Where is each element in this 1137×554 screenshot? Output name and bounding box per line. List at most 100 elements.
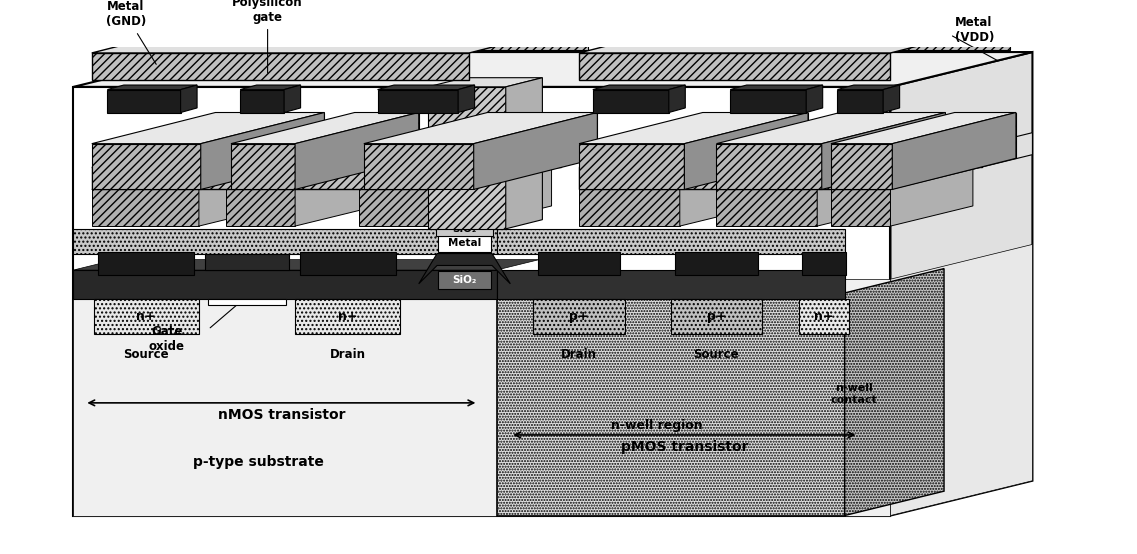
Polygon shape bbox=[716, 170, 899, 189]
Polygon shape bbox=[364, 112, 597, 143]
Polygon shape bbox=[497, 293, 845, 516]
Polygon shape bbox=[181, 85, 197, 112]
Polygon shape bbox=[818, 170, 899, 226]
Polygon shape bbox=[231, 112, 418, 143]
Polygon shape bbox=[538, 252, 621, 275]
Polygon shape bbox=[955, 112, 1016, 158]
Text: pMOS transistor: pMOS transistor bbox=[621, 440, 748, 454]
Polygon shape bbox=[579, 112, 808, 143]
Polygon shape bbox=[458, 85, 474, 112]
Polygon shape bbox=[92, 112, 324, 143]
Text: Drain: Drain bbox=[561, 348, 597, 361]
Polygon shape bbox=[497, 270, 845, 299]
Polygon shape bbox=[74, 279, 890, 516]
Polygon shape bbox=[837, 85, 899, 90]
Polygon shape bbox=[806, 85, 823, 112]
Polygon shape bbox=[703, 112, 808, 158]
Polygon shape bbox=[74, 229, 497, 254]
Polygon shape bbox=[579, 145, 982, 167]
Polygon shape bbox=[822, 112, 946, 189]
Text: n+: n+ bbox=[338, 310, 357, 324]
Polygon shape bbox=[296, 170, 377, 226]
Polygon shape bbox=[284, 85, 300, 112]
Polygon shape bbox=[730, 85, 823, 90]
Polygon shape bbox=[802, 252, 846, 275]
Polygon shape bbox=[92, 167, 470, 189]
Polygon shape bbox=[74, 52, 1032, 87]
Polygon shape bbox=[506, 78, 542, 229]
Polygon shape bbox=[418, 254, 511, 284]
Polygon shape bbox=[831, 189, 890, 226]
Polygon shape bbox=[300, 252, 396, 275]
Polygon shape bbox=[93, 299, 199, 334]
Text: p+: p+ bbox=[570, 310, 589, 324]
Polygon shape bbox=[579, 189, 680, 226]
Polygon shape bbox=[226, 189, 296, 226]
Polygon shape bbox=[831, 112, 1016, 143]
Polygon shape bbox=[474, 112, 597, 189]
Polygon shape bbox=[716, 143, 822, 189]
Polygon shape bbox=[199, 170, 281, 226]
Polygon shape bbox=[364, 143, 474, 189]
Polygon shape bbox=[201, 112, 324, 189]
Polygon shape bbox=[470, 170, 551, 226]
Text: n-well
contact: n-well contact bbox=[830, 383, 878, 404]
Polygon shape bbox=[579, 53, 890, 80]
Polygon shape bbox=[671, 145, 982, 167]
Polygon shape bbox=[296, 112, 418, 189]
Text: n-well region: n-well region bbox=[611, 419, 703, 432]
Polygon shape bbox=[92, 53, 470, 80]
Polygon shape bbox=[377, 90, 458, 112]
Text: Polysilicon
gate: Polysilicon gate bbox=[232, 0, 302, 73]
Polygon shape bbox=[890, 244, 1032, 516]
Polygon shape bbox=[107, 85, 197, 90]
Polygon shape bbox=[579, 167, 890, 189]
Polygon shape bbox=[74, 260, 539, 270]
Text: Source: Source bbox=[694, 348, 739, 361]
Text: Gate
oxide: Gate oxide bbox=[149, 325, 185, 353]
Text: Source: Source bbox=[124, 348, 169, 361]
Text: p+: p+ bbox=[707, 310, 727, 324]
Polygon shape bbox=[890, 132, 1032, 189]
Polygon shape bbox=[893, 112, 1016, 189]
Text: Metal: Metal bbox=[448, 238, 481, 249]
Polygon shape bbox=[355, 112, 418, 158]
Polygon shape bbox=[231, 143, 296, 189]
Polygon shape bbox=[359, 170, 551, 189]
Polygon shape bbox=[107, 90, 181, 112]
Polygon shape bbox=[845, 269, 944, 516]
Polygon shape bbox=[206, 254, 289, 270]
Polygon shape bbox=[183, 145, 561, 167]
Polygon shape bbox=[210, 23, 588, 50]
Polygon shape bbox=[890, 170, 973, 226]
Polygon shape bbox=[684, 112, 808, 189]
Text: nMOS transistor: nMOS transistor bbox=[217, 408, 346, 422]
Polygon shape bbox=[831, 143, 893, 189]
Polygon shape bbox=[579, 170, 762, 189]
Polygon shape bbox=[671, 299, 762, 334]
Polygon shape bbox=[240, 90, 284, 112]
Polygon shape bbox=[92, 170, 281, 189]
Polygon shape bbox=[92, 23, 588, 53]
Polygon shape bbox=[837, 90, 883, 112]
Polygon shape bbox=[716, 112, 946, 143]
Text: SiO₂: SiO₂ bbox=[453, 224, 476, 234]
Text: n+: n+ bbox=[136, 310, 156, 324]
Polygon shape bbox=[579, 23, 1010, 53]
Polygon shape bbox=[74, 87, 890, 516]
Polygon shape bbox=[730, 90, 806, 112]
Polygon shape bbox=[377, 85, 474, 90]
Polygon shape bbox=[840, 112, 946, 158]
Polygon shape bbox=[296, 299, 400, 334]
Polygon shape bbox=[428, 78, 542, 87]
Polygon shape bbox=[675, 252, 757, 275]
FancyBboxPatch shape bbox=[438, 271, 491, 289]
Polygon shape bbox=[890, 52, 1032, 516]
Polygon shape bbox=[92, 143, 201, 189]
Text: n+: n+ bbox=[814, 310, 833, 324]
Polygon shape bbox=[98, 252, 194, 275]
Text: Metal
(GND): Metal (GND) bbox=[106, 1, 156, 64]
Polygon shape bbox=[799, 299, 849, 334]
FancyBboxPatch shape bbox=[438, 235, 491, 252]
Polygon shape bbox=[92, 189, 199, 226]
